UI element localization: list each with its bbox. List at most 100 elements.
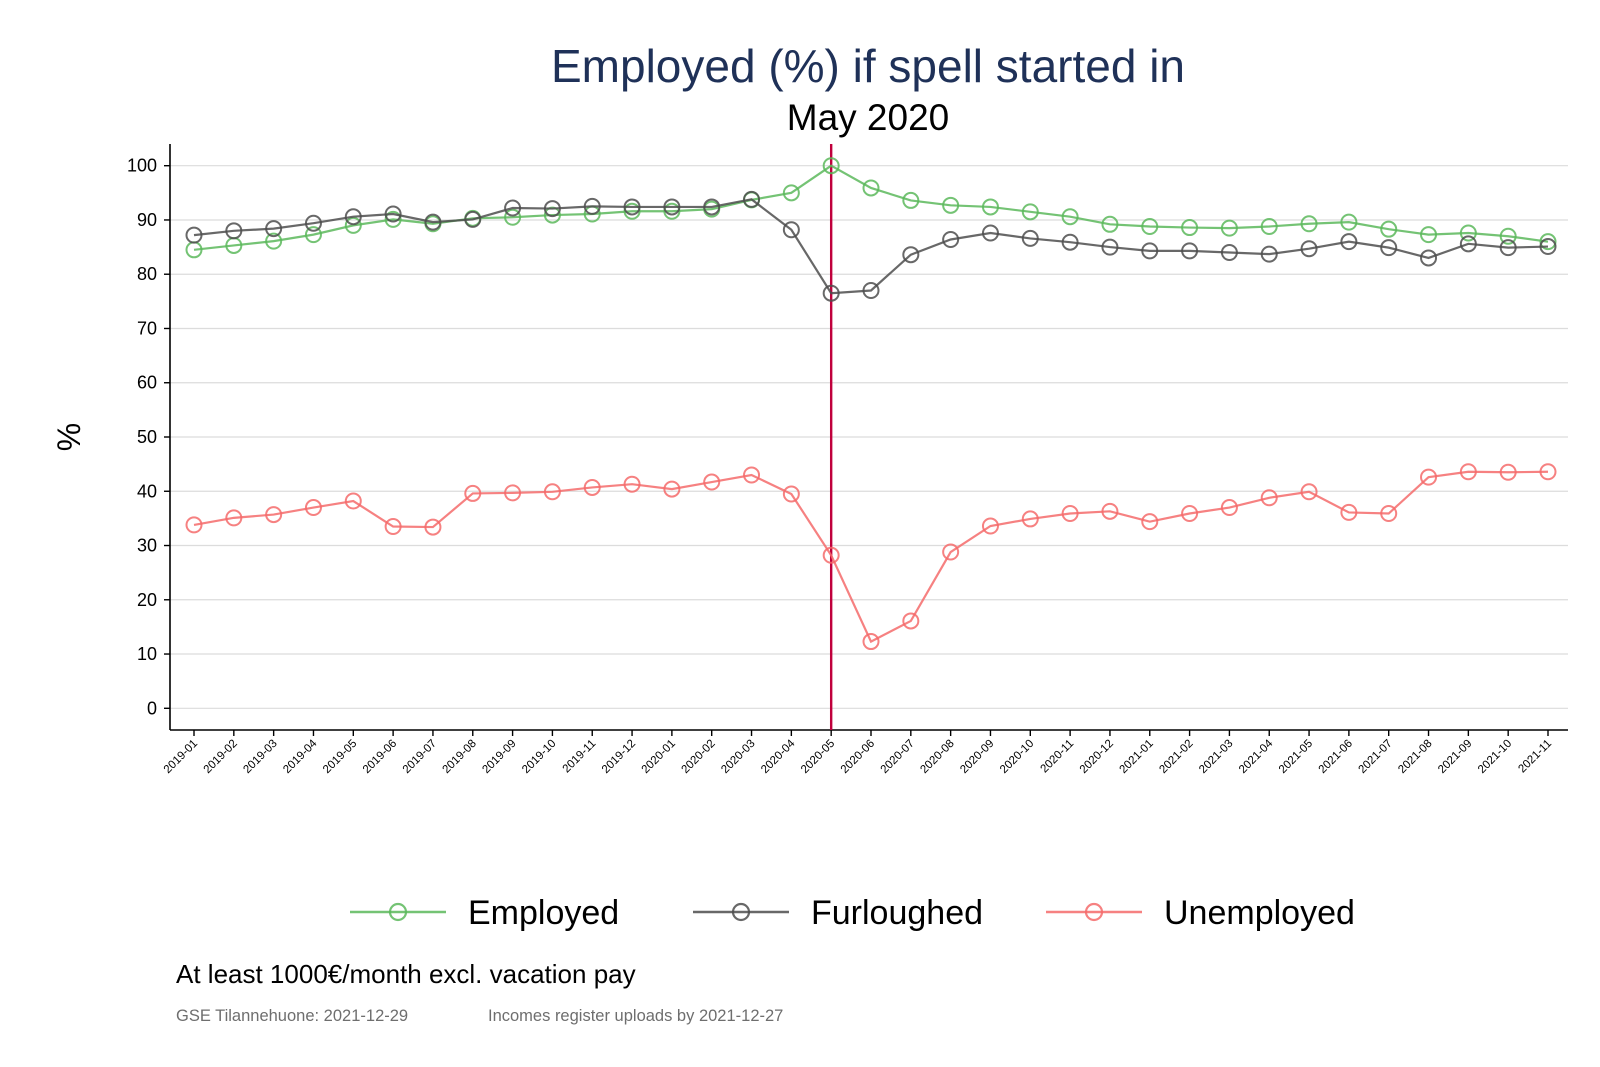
data-point-employed [623, 202, 641, 220]
chart-title: Employed (%) if spell started in [551, 40, 1185, 92]
data-point-furloughed [981, 224, 999, 242]
data-point-employed [1181, 219, 1199, 237]
data-point-unemployed [703, 473, 721, 491]
data-point-furloughed [902, 246, 920, 264]
data-point-furloughed [1340, 233, 1358, 251]
data-point-employed [1260, 217, 1278, 235]
data-point-furloughed [384, 205, 402, 223]
data-point-employed [1539, 233, 1557, 251]
data-point-furloughed [1181, 242, 1199, 260]
data-point-furloughed [703, 198, 721, 216]
data-point-furloughed [862, 282, 880, 299]
data-point-employed [862, 179, 880, 197]
y-tick-label: 60 [137, 373, 157, 393]
data-point-unemployed [782, 485, 800, 503]
data-point-employed [304, 226, 322, 244]
data-point-furloughed [623, 198, 641, 216]
legend-label-unemployed: Unemployed [1164, 894, 1355, 932]
data-point-unemployed [942, 543, 960, 561]
data-point-employed [782, 184, 800, 202]
data-point-furloughed [1021, 229, 1039, 247]
y-tick-label: 30 [137, 536, 157, 556]
data-point-furloughed [1260, 245, 1278, 263]
legend-label-furloughed: Furloughed [811, 894, 983, 932]
data-point-employed [1021, 203, 1039, 221]
data-point-unemployed [663, 480, 681, 498]
data-point-unemployed [862, 633, 880, 651]
legend-item-unemployed: Unemployed [1046, 894, 1355, 932]
data-point-furloughed [304, 214, 322, 232]
data-point-furloughed [782, 221, 800, 239]
caption-right: Incomes register uploads by 2021-12-27 [488, 1007, 783, 1025]
data-point-employed [1300, 215, 1318, 233]
grid-lines [170, 165, 1568, 709]
data-point-furloughed [464, 210, 482, 228]
data-point-furloughed [1101, 238, 1119, 256]
data-point-unemployed [902, 612, 920, 630]
data-point-employed [1380, 220, 1398, 238]
data-point-employed [265, 232, 283, 250]
data-point-furloughed [543, 200, 561, 218]
series-unemployed [185, 463, 1557, 651]
data-point-unemployed [424, 518, 442, 536]
data-point-furloughed [1459, 235, 1477, 253]
data-point-unemployed [1300, 483, 1318, 501]
data-point-furloughed [743, 190, 761, 208]
data-point-unemployed [1260, 489, 1278, 507]
series-employed [185, 157, 1557, 259]
data-point-unemployed [1420, 468, 1438, 486]
data-point-furloughed [663, 198, 681, 216]
data-point-employed [344, 216, 362, 234]
data-point-unemployed [304, 499, 322, 517]
data-point-furloughed [344, 208, 362, 226]
data-point-unemployed [1539, 463, 1557, 481]
y-tick-label: 70 [137, 318, 157, 338]
data-point-employed [1499, 227, 1517, 245]
data-point-furloughed [185, 226, 203, 244]
data-point-furloughed [942, 230, 960, 248]
data-point-unemployed [1021, 510, 1039, 528]
data-point-furloughed [1539, 238, 1557, 256]
legend-item-employed: Employed [350, 894, 619, 932]
y-tick-label: 40 [137, 481, 157, 501]
data-point-unemployed [384, 518, 402, 536]
data-point-unemployed [1380, 505, 1398, 523]
data-point-employed [942, 196, 960, 214]
data-point-furloughed [822, 284, 840, 302]
y-tick-label: 10 [137, 644, 157, 664]
data-point-furloughed [1061, 233, 1079, 251]
chart-subtitle: May 2020 [787, 97, 950, 138]
data-point-employed [1220, 219, 1238, 237]
series-layer [185, 157, 1557, 651]
data-point-unemployed [1499, 463, 1517, 481]
y-tick-label: 90 [137, 210, 157, 230]
series-line-employed [193, 164, 1549, 251]
y-tick-label: 50 [137, 427, 157, 447]
series-line-furloughed [193, 198, 1549, 295]
data-point-unemployed [1141, 513, 1159, 531]
data-point-unemployed [981, 517, 999, 535]
y-tick-label: 80 [137, 264, 157, 284]
data-point-unemployed [1220, 499, 1238, 517]
data-point-unemployed [344, 492, 362, 510]
data-point-unemployed [464, 484, 482, 502]
data-point-employed [1101, 215, 1119, 233]
series-line-unemployed [193, 470, 1549, 644]
data-point-unemployed [265, 506, 283, 524]
data-point-unemployed [743, 466, 761, 484]
data-point-unemployed [504, 484, 522, 502]
data-point-employed [1459, 224, 1477, 242]
data-point-furloughed [1141, 242, 1159, 260]
data-point-unemployed [543, 483, 561, 501]
legend-item-furloughed: Furloughed [693, 894, 983, 932]
y-tick-label: 0 [147, 698, 157, 718]
data-point-unemployed [1061, 505, 1079, 523]
data-point-unemployed [623, 475, 641, 493]
data-point-furloughed [1420, 249, 1438, 267]
data-point-furloughed [265, 220, 283, 238]
legend-label-employed: Employed [468, 894, 619, 932]
data-point-employed [504, 208, 522, 226]
data-point-furloughed [504, 199, 522, 217]
data-point-employed [902, 191, 920, 209]
